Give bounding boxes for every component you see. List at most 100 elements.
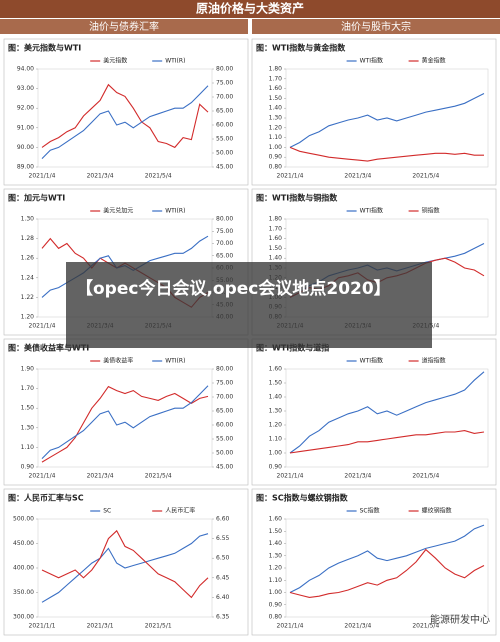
y2-tick-label: 45.00 bbox=[216, 464, 233, 471]
legend-label: 美元兑加元 bbox=[103, 207, 133, 215]
y-tick-label: 1.60 bbox=[269, 235, 283, 242]
series-line bbox=[289, 548, 485, 598]
x-tick-label: 2021/1/4 bbox=[277, 473, 304, 480]
y2-tick-label: 6.35 bbox=[216, 614, 230, 621]
x-tick-label: 2021/3/4 bbox=[344, 623, 371, 630]
legend-label: 铜指数 bbox=[422, 207, 440, 215]
plot-frame bbox=[37, 368, 213, 468]
subheader-bar bbox=[0, 19, 248, 34]
x-tick-label: 2021/3/4 bbox=[87, 173, 114, 180]
legend-label: WTI(R) bbox=[165, 358, 185, 365]
series-line bbox=[41, 533, 209, 603]
y-tick-label: 1.26 bbox=[21, 255, 35, 262]
x-tick-label: 2021/5/1 bbox=[145, 623, 172, 630]
legend-label: WTI指数 bbox=[360, 207, 383, 215]
chart-title: 图：人民币汇率与SC bbox=[8, 493, 84, 503]
y-tick-label: 1.40 bbox=[269, 255, 283, 262]
y2-tick-label: 50.00 bbox=[216, 450, 233, 457]
legend-label: WTI指数 bbox=[360, 57, 383, 65]
x-tick-label: 2021/3/4 bbox=[87, 473, 114, 480]
x-tick-label: 2021/5/4 bbox=[412, 473, 439, 480]
series-line bbox=[289, 524, 485, 593]
y2-tick-label: 60.00 bbox=[216, 422, 233, 429]
y2-tick-label: 55.00 bbox=[216, 136, 233, 143]
legend-label: WTI(R) bbox=[165, 208, 185, 215]
y-tick-label: 1.50 bbox=[21, 405, 35, 412]
plot-frame bbox=[37, 68, 213, 168]
y-tick-label: 1.40 bbox=[269, 540, 283, 547]
chart-frame bbox=[251, 38, 497, 186]
y-tick-label: 1.00 bbox=[269, 450, 283, 457]
y-tick-label: 1.30 bbox=[269, 115, 283, 122]
y-tick-label: 1.10 bbox=[21, 444, 35, 451]
y-tick-label: 1.70 bbox=[269, 225, 283, 232]
y-tick-label: 0.90 bbox=[269, 601, 283, 608]
x-tick-label: 2021/5/4 bbox=[412, 623, 439, 630]
y-tick-label: 1.30 bbox=[269, 552, 283, 559]
y-tick-label: 1.50 bbox=[269, 245, 283, 252]
y-tick-label: 1.50 bbox=[269, 528, 283, 535]
y-tick-label: 1.20 bbox=[269, 565, 283, 572]
y2-tick-label: 80.00 bbox=[216, 216, 233, 223]
legend-label: 道指指数 bbox=[422, 357, 446, 365]
x-tick-label: 2021/1/4 bbox=[277, 623, 304, 630]
subheader-right: 油价与股市大宗 bbox=[341, 20, 411, 33]
y-tick-label: 1.60 bbox=[269, 516, 283, 523]
x-tick-label: 2021/3/1 bbox=[87, 623, 114, 630]
y-tick-label: 1.60 bbox=[269, 85, 283, 92]
y-tick-label: 400.00 bbox=[13, 565, 34, 572]
y-tick-label: 1.10 bbox=[269, 436, 283, 443]
y2-tick-label: 60.00 bbox=[216, 122, 233, 129]
y-tick-label: 1.28 bbox=[21, 235, 35, 242]
y2-tick-label: 70.00 bbox=[216, 94, 233, 101]
x-tick-label: 2021/1/4 bbox=[29, 173, 56, 180]
series-line bbox=[41, 385, 209, 463]
y-tick-label: 0.90 bbox=[269, 154, 283, 161]
y-tick-label: 1.40 bbox=[269, 394, 283, 401]
y-tick-label: 94.00 bbox=[17, 66, 34, 73]
x-tick-label: 2021/5/4 bbox=[145, 473, 172, 480]
y-tick-label: 1.70 bbox=[21, 385, 35, 392]
y-tick-label: 1.80 bbox=[269, 216, 283, 223]
y2-tick-label: 65.00 bbox=[216, 108, 233, 115]
y-tick-label: 1.60 bbox=[269, 366, 283, 373]
chart-title: 图：美债收益率与WTI bbox=[8, 343, 89, 353]
legend-label: 螺纹钢指数 bbox=[422, 507, 452, 515]
chart-title: 图：加元与WTI bbox=[8, 193, 65, 203]
x-tick-label: 2021/1/4 bbox=[29, 473, 56, 480]
y-tick-label: 1.20 bbox=[269, 422, 283, 429]
y-tick-label: 0.80 bbox=[269, 164, 283, 171]
y-tick-label: 1.30 bbox=[21, 216, 35, 223]
y-tick-label: 93.00 bbox=[17, 85, 34, 92]
x-tick-label: 2021/1/1 bbox=[29, 623, 56, 630]
chart-title: 图：美元指数与WTI bbox=[8, 43, 81, 53]
y-tick-label: 0.90 bbox=[21, 464, 35, 471]
y-tick-label: 1.80 bbox=[269, 66, 283, 73]
y-tick-label: 92.00 bbox=[17, 105, 34, 112]
y-tick-label: 1.22 bbox=[21, 294, 35, 301]
x-tick-label: 2021/3/4 bbox=[344, 173, 371, 180]
header-title: 原油价格与大类资产 bbox=[196, 1, 304, 16]
legend-label: WTI(R) bbox=[165, 58, 185, 65]
y-tick-label: 1.40 bbox=[269, 105, 283, 112]
y-tick-label: 450.00 bbox=[13, 540, 34, 547]
y2-tick-label: 45.00 bbox=[216, 164, 233, 171]
y-tick-label: 350.00 bbox=[13, 589, 34, 596]
series-line bbox=[289, 371, 485, 454]
plot-frame bbox=[285, 368, 489, 468]
y2-tick-label: 6.40 bbox=[216, 594, 230, 601]
y-tick-label: 91.00 bbox=[17, 124, 34, 131]
series-line bbox=[41, 529, 209, 599]
series-line bbox=[41, 83, 209, 149]
y-tick-label: 89.00 bbox=[17, 164, 34, 171]
y-tick-label: 500.00 bbox=[13, 516, 34, 523]
y-tick-label: 1.50 bbox=[269, 380, 283, 387]
y-tick-label: 90.00 bbox=[17, 144, 34, 151]
y2-tick-label: 75.00 bbox=[216, 380, 233, 387]
overlay-title: 【opec今日会议,opec会议地点2020】 bbox=[66, 262, 432, 348]
y2-tick-label: 80.00 bbox=[216, 366, 233, 373]
y-tick-label: 1.10 bbox=[269, 577, 283, 584]
y-tick-label: 1.00 bbox=[269, 589, 283, 596]
y2-tick-label: 50.00 bbox=[216, 150, 233, 157]
y-tick-label: 300.00 bbox=[13, 614, 34, 621]
